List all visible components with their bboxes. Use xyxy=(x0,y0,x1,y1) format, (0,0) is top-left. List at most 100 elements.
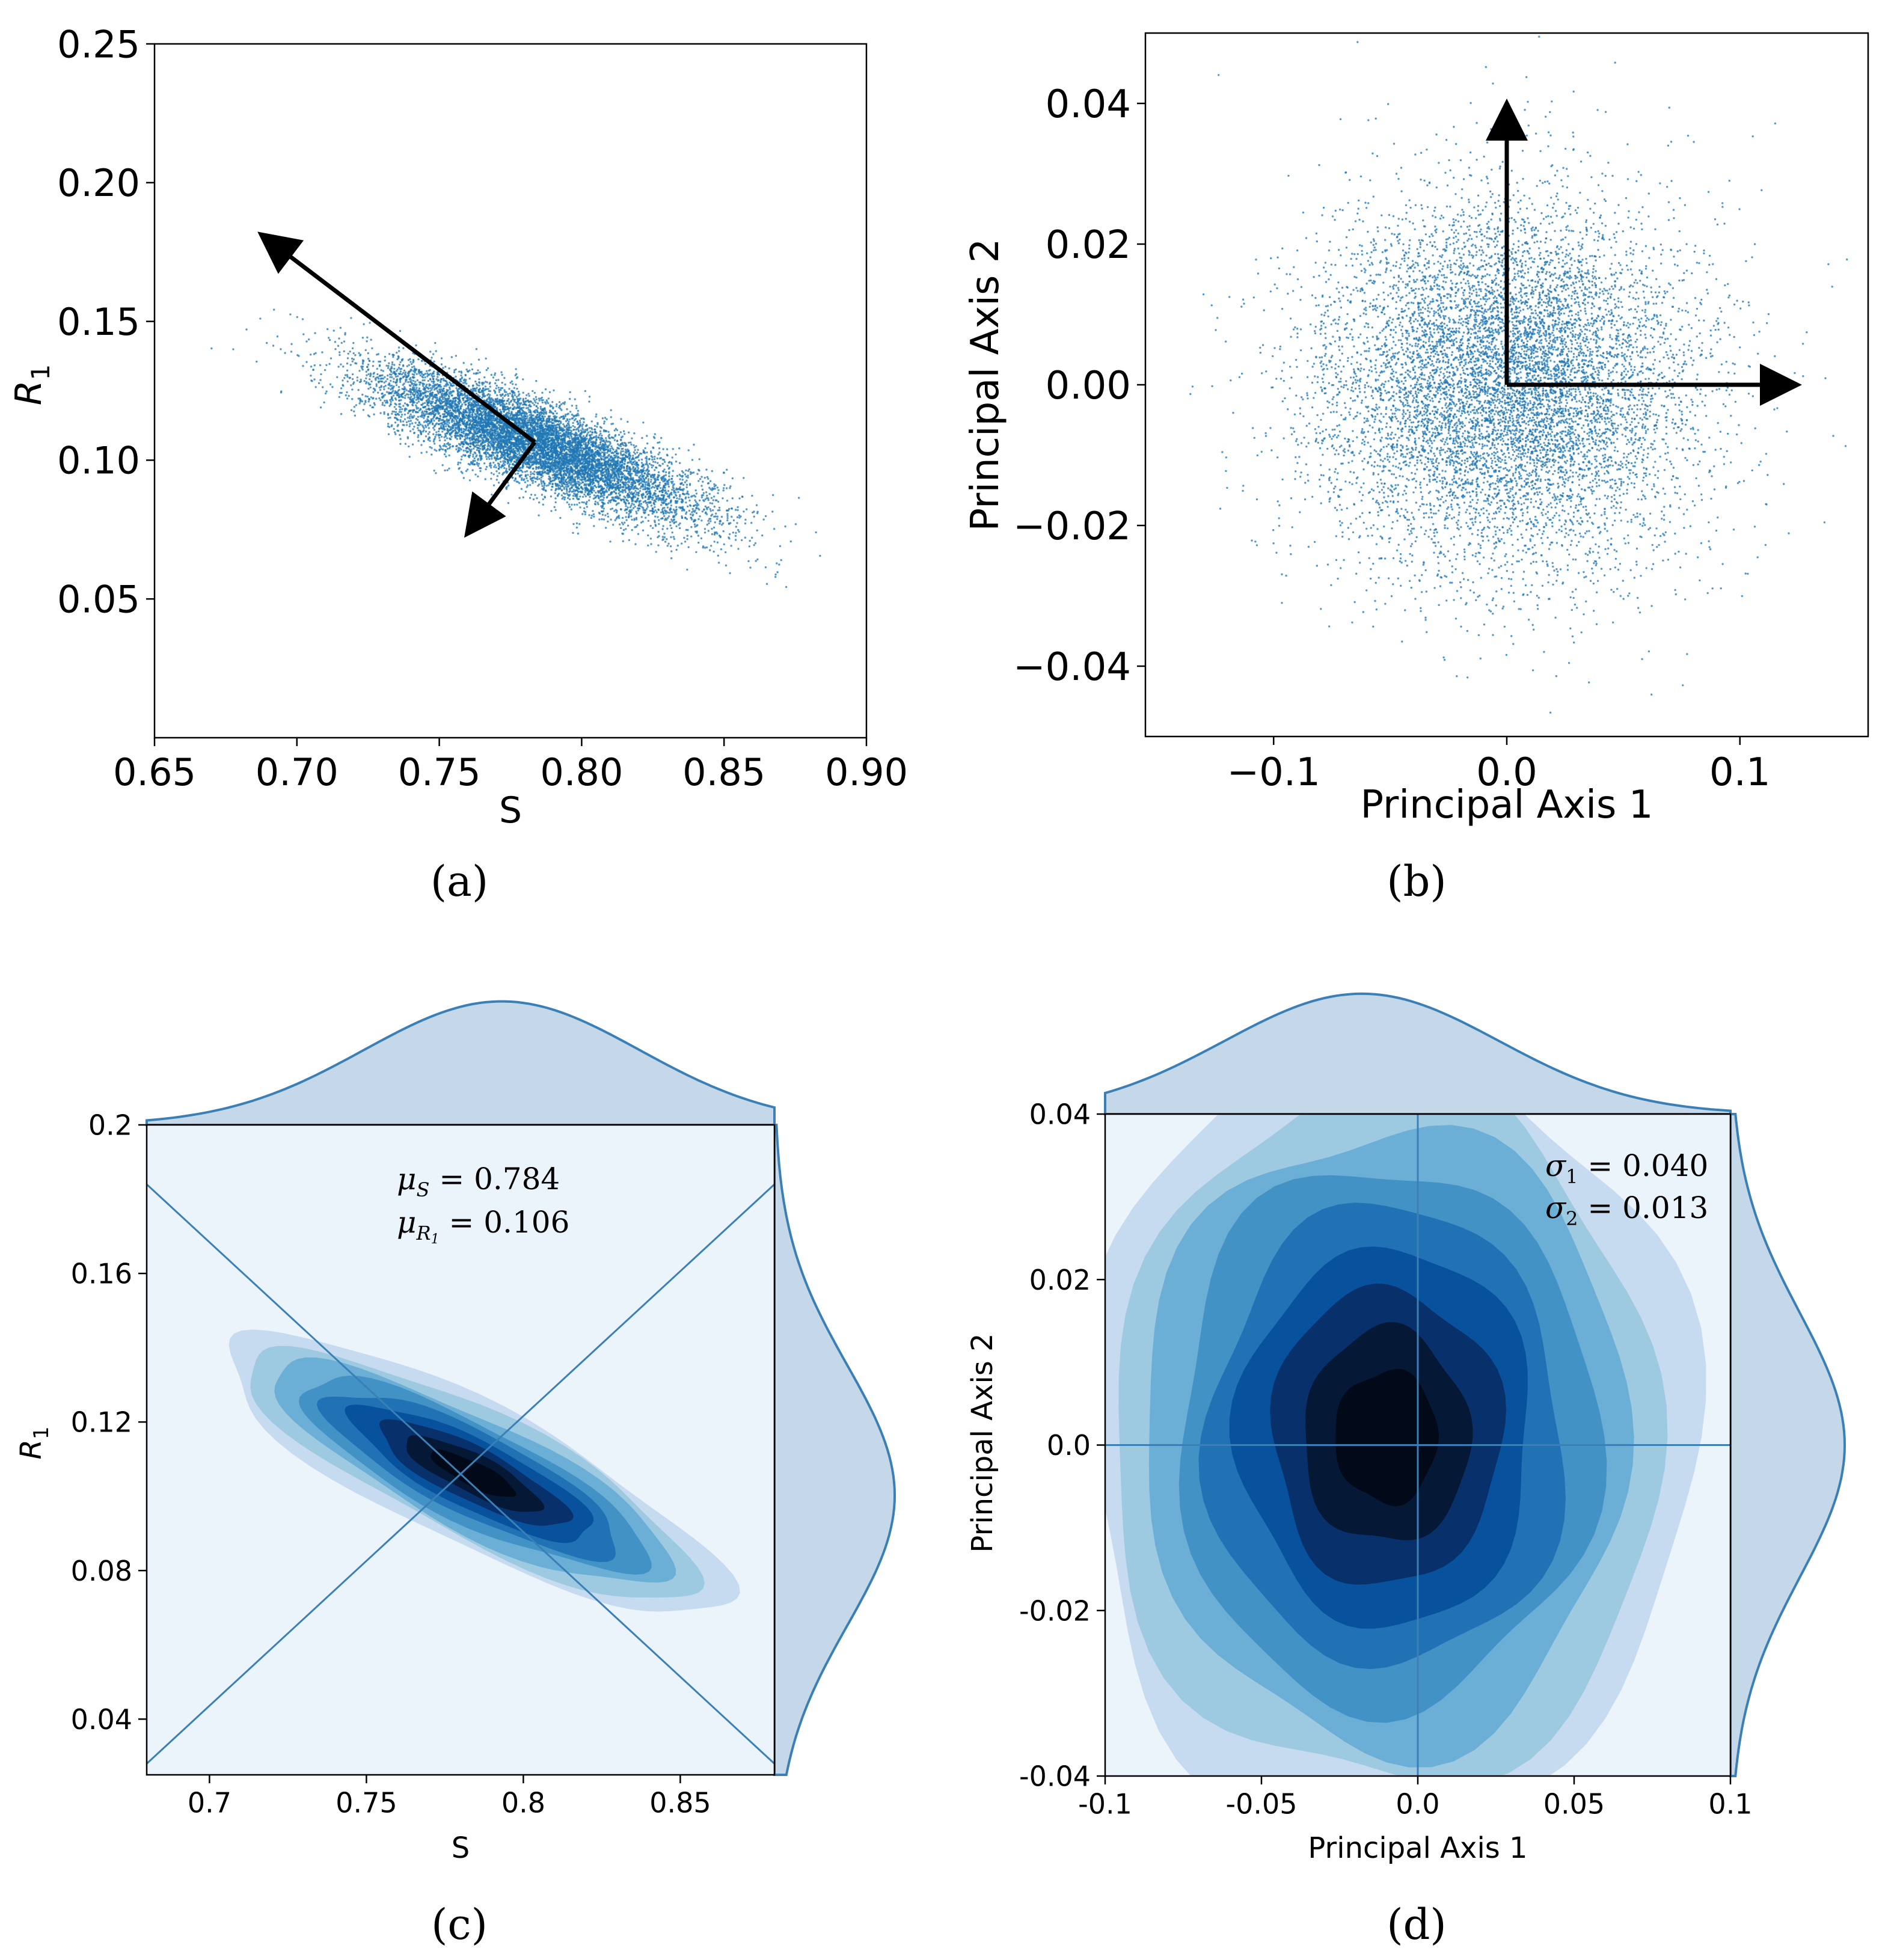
scatter-point xyxy=(548,482,551,485)
scatter-point xyxy=(583,443,585,446)
scatter-point xyxy=(513,392,516,394)
scatter-point xyxy=(443,453,446,456)
scatter-point xyxy=(532,482,534,484)
scatter-point xyxy=(558,427,561,429)
scatter-point xyxy=(628,516,630,518)
scatter-point xyxy=(641,480,643,483)
scatter-point xyxy=(406,417,409,419)
scatter-point xyxy=(670,493,673,496)
scatter-point xyxy=(417,358,420,361)
scatter-point xyxy=(280,391,283,394)
scatter-point xyxy=(541,485,544,487)
scatter-point xyxy=(390,400,392,403)
scatter-point xyxy=(421,360,423,362)
scatter-point xyxy=(628,502,630,504)
scatter-point xyxy=(771,510,774,513)
scatter-point xyxy=(663,489,666,492)
scatter-point xyxy=(717,509,719,512)
scatter-point xyxy=(572,531,574,534)
scatter-point xyxy=(482,436,484,439)
scatter-point xyxy=(702,480,704,483)
scatter-point xyxy=(719,536,722,539)
scatter-point xyxy=(521,451,524,453)
scatter-point xyxy=(502,462,505,465)
scatter-point xyxy=(622,444,625,447)
scatter-point xyxy=(340,341,343,344)
scatter-point xyxy=(640,471,643,474)
scatter-point xyxy=(492,405,495,408)
scatter-point xyxy=(729,485,732,488)
scatter-point xyxy=(525,407,528,409)
scatter-point xyxy=(666,527,669,530)
scatter-point xyxy=(572,473,575,476)
scatter-point xyxy=(411,443,414,446)
scatter-point xyxy=(412,428,414,430)
scatter-point xyxy=(413,382,415,385)
scatter-point xyxy=(485,399,488,402)
scatter-point xyxy=(615,511,618,513)
scatter-point xyxy=(642,421,645,424)
scatter-point xyxy=(393,381,395,383)
scatter-point xyxy=(673,518,676,521)
scatter-point xyxy=(323,369,326,372)
scatter-point xyxy=(506,400,509,402)
scatter-point xyxy=(538,514,540,516)
scatter-point xyxy=(706,482,709,485)
scatter-point xyxy=(562,402,565,405)
scatter-point xyxy=(697,518,700,521)
scatter-point xyxy=(441,394,444,397)
scatter-point xyxy=(634,474,637,476)
scatter-point xyxy=(613,456,616,459)
scatter-point xyxy=(284,352,286,354)
scatter-point xyxy=(717,554,720,557)
scatter-point xyxy=(441,464,444,467)
panel-a: 0.65 0.70 0.75 0.80 0.85 0.900.050.100.150.20… xyxy=(8,22,908,906)
scatter-point xyxy=(623,466,625,469)
scatter-point xyxy=(708,522,710,524)
scatter-point xyxy=(666,465,669,467)
scatter-point xyxy=(545,430,547,432)
scatter-point xyxy=(346,369,349,372)
scatter-point xyxy=(370,338,372,341)
scatter-point xyxy=(485,465,488,468)
scatter-point xyxy=(516,480,519,483)
scatter-point xyxy=(348,394,350,397)
scatter-point xyxy=(635,494,637,496)
scatter-point xyxy=(351,378,354,381)
scatter-point xyxy=(705,491,708,494)
scatter-point xyxy=(232,348,234,351)
scatter-point xyxy=(815,531,817,534)
scatter-point xyxy=(798,497,800,499)
scatter-point xyxy=(369,378,371,381)
scatter-point xyxy=(559,438,562,441)
scatter-point xyxy=(439,408,441,411)
scatter-point xyxy=(587,431,590,433)
scatter-point xyxy=(594,451,597,453)
scatter-point xyxy=(505,413,507,415)
scatter-point xyxy=(717,492,719,494)
scatter-point xyxy=(403,386,406,388)
scatter-point xyxy=(414,391,417,393)
scatter-point xyxy=(617,447,619,450)
scatter-point xyxy=(467,468,469,471)
scatter-point xyxy=(628,491,631,494)
scatter-point xyxy=(554,482,557,485)
scatter-point xyxy=(649,501,652,504)
scatter-point xyxy=(584,511,587,513)
scatter-point xyxy=(631,462,633,465)
scatter-point xyxy=(598,436,600,439)
scatter-point xyxy=(569,432,572,434)
scatter-point xyxy=(711,533,714,536)
scatter-point xyxy=(513,433,516,436)
scatter-point xyxy=(700,519,703,522)
scatter-point xyxy=(359,354,362,356)
scatter-point xyxy=(492,417,494,420)
scatter-point xyxy=(601,434,603,437)
scatter-point xyxy=(496,394,498,397)
scatter-point xyxy=(630,443,633,446)
scatter-point xyxy=(273,308,275,311)
scatter-point xyxy=(399,406,402,409)
scatter-point xyxy=(441,430,444,433)
scatter-point xyxy=(619,457,622,459)
scatter-point xyxy=(688,468,691,471)
